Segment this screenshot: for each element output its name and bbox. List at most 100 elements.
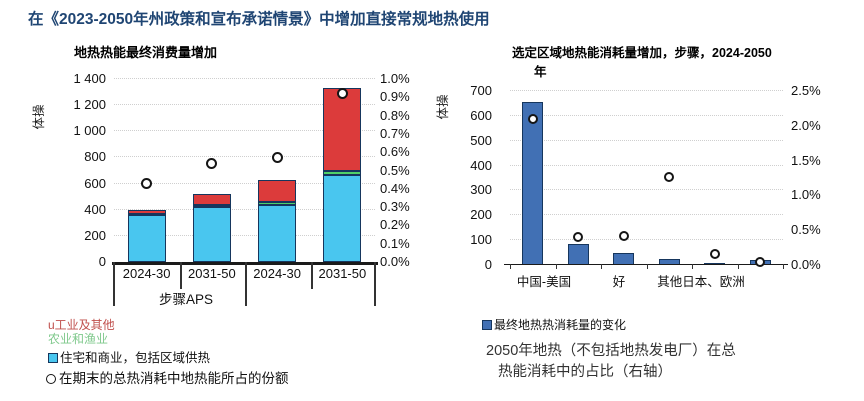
x-tick-label: 2024-30 <box>122 266 171 281</box>
pct-tick-label: 1.5% <box>791 152 821 168</box>
x-tick-label: 中国-美国 <box>516 275 572 289</box>
bar-segment-industry <box>127 210 166 214</box>
y-tick-label: 300 <box>470 182 492 198</box>
category-tick <box>555 264 557 269</box>
pct-tick-label: 0.6% <box>380 144 410 160</box>
y-tick-label: 400 <box>84 201 106 217</box>
gridline <box>114 234 375 236</box>
bar-segment-residential <box>323 175 362 262</box>
category-tick <box>311 262 313 289</box>
share-marker <box>709 248 720 259</box>
bar-segment-agriculture <box>192 204 231 208</box>
y-tick-label: 500 <box>470 132 492 148</box>
legend-industry: u工业及其他 <box>48 318 115 332</box>
gridline <box>510 114 783 116</box>
y-tick-label: 700 <box>470 83 492 98</box>
share-marker <box>664 171 675 182</box>
category-tick <box>737 264 739 269</box>
gridline <box>510 189 783 191</box>
left-group-label: 步骤APS <box>159 292 214 307</box>
gridline <box>114 78 375 79</box>
bar-segment-industry <box>192 194 231 205</box>
right-chart-title-line2: 年 <box>534 65 547 79</box>
pct-tick-label: 1.0% <box>791 187 821 203</box>
legend-agriculture: 农业和渔业 <box>48 332 109 346</box>
gridline <box>510 214 783 216</box>
y-tick-label: 1 000 <box>73 123 106 139</box>
bar-region <box>567 243 589 265</box>
y-tick-label: 100 <box>470 232 492 248</box>
y-tick-label: 600 <box>84 175 106 191</box>
pct-tick-label: 0.5% <box>380 162 410 178</box>
pct-tick-label: 0.1% <box>380 235 410 251</box>
pct-tick-label: 2.0% <box>791 117 821 133</box>
gridline <box>114 130 375 132</box>
right-chart-title-text: 选定区域地热能消耗量增加，步骤， <box>512 46 713 60</box>
gridline <box>510 239 783 241</box>
legend-change-label: 最终地热热消耗量的变化 <box>494 318 627 332</box>
legend-share-label: 在期末的总热消耗中地热能所占的份额 <box>59 371 289 386</box>
right-chart-title: 选定区域地热能消耗量增加，步骤，2024-2050 年 <box>512 44 860 82</box>
bar-segment-residential <box>127 214 166 262</box>
pct-tick-label: 1.0% <box>380 71 410 86</box>
bar-segment-agriculture <box>323 171 362 176</box>
y-tick-label: 800 <box>84 149 106 165</box>
x-tick-label: 好 <box>612 275 626 289</box>
pct-tick-label: 0.0% <box>791 257 821 272</box>
gridline <box>510 139 783 141</box>
bar-segment-industry <box>258 179 297 202</box>
x-tick-label: 2031-50 <box>188 266 236 281</box>
gridline <box>114 182 375 184</box>
y-tick-label: 0 <box>98 254 106 269</box>
category-tick <box>601 264 602 269</box>
bar-segment-residential <box>192 207 231 262</box>
group-divider <box>245 262 247 306</box>
left-chart-title: 地热热能最终消费量增加 <box>74 45 218 60</box>
category-tick <box>692 264 693 269</box>
right-chart-title-years: 2024-2050 <box>712 46 772 60</box>
y-tick-label: 400 <box>470 157 492 173</box>
change-swatch-icon <box>482 320 492 330</box>
legend-residential-label: 住宅和商业，包括区域供热 <box>60 351 211 365</box>
y-tick-label: 0 <box>484 257 492 272</box>
x-tick-label: 2024-30 <box>253 266 301 281</box>
x-tick-label: 2031-50 <box>318 266 367 281</box>
bar-segment-residential <box>258 204 297 262</box>
right-plot-area <box>510 90 783 267</box>
pct-tick-label: 0.8% <box>380 107 410 123</box>
share-marker <box>573 232 584 243</box>
category-tick <box>510 264 511 269</box>
share-marker <box>141 177 153 189</box>
bar-segment-agriculture <box>258 201 297 205</box>
pct-tick-label: 0.2% <box>380 217 410 233</box>
legend-share: 在期末的总热消耗中地热能所占的份额 <box>46 367 289 387</box>
group-divider <box>113 262 115 306</box>
group-divider <box>374 262 376 306</box>
gridline <box>114 104 375 106</box>
category-tick <box>783 264 784 269</box>
gridline <box>114 156 375 158</box>
share-marker <box>336 88 348 100</box>
legend-change: 最终地热热消耗量的变化 <box>482 316 626 333</box>
right-caption: 2050年地热（不包括地热发电厂）在总 热能消耗中的占比（右轴） <box>486 341 736 383</box>
left-plot-area <box>114 78 375 262</box>
gridline <box>510 90 783 91</box>
share-marker <box>618 230 629 241</box>
y-tick-label: 200 <box>470 207 492 223</box>
caption-line2: 热能消耗中的占比（右轴） <box>498 364 672 380</box>
right-x-axis-line <box>504 263 788 265</box>
y-tick-label: 1 400 <box>73 71 106 86</box>
pct-tick-label: 0.9% <box>380 89 410 105</box>
pct-tick-label: 0.4% <box>380 180 410 196</box>
pct-tick-label: 0.5% <box>791 222 821 238</box>
bar-segment-industry <box>323 88 362 172</box>
gridline <box>510 164 783 166</box>
share-marker <box>271 152 283 164</box>
residential-swatch-icon <box>48 353 58 363</box>
share-marker <box>755 256 766 267</box>
pct-tick-label: 0.3% <box>380 199 410 215</box>
pct-tick-label: 2.5% <box>791 83 821 98</box>
gridline <box>114 208 375 210</box>
share-marker-icon <box>46 374 56 384</box>
pct-tick-label: 0.7% <box>380 125 410 141</box>
